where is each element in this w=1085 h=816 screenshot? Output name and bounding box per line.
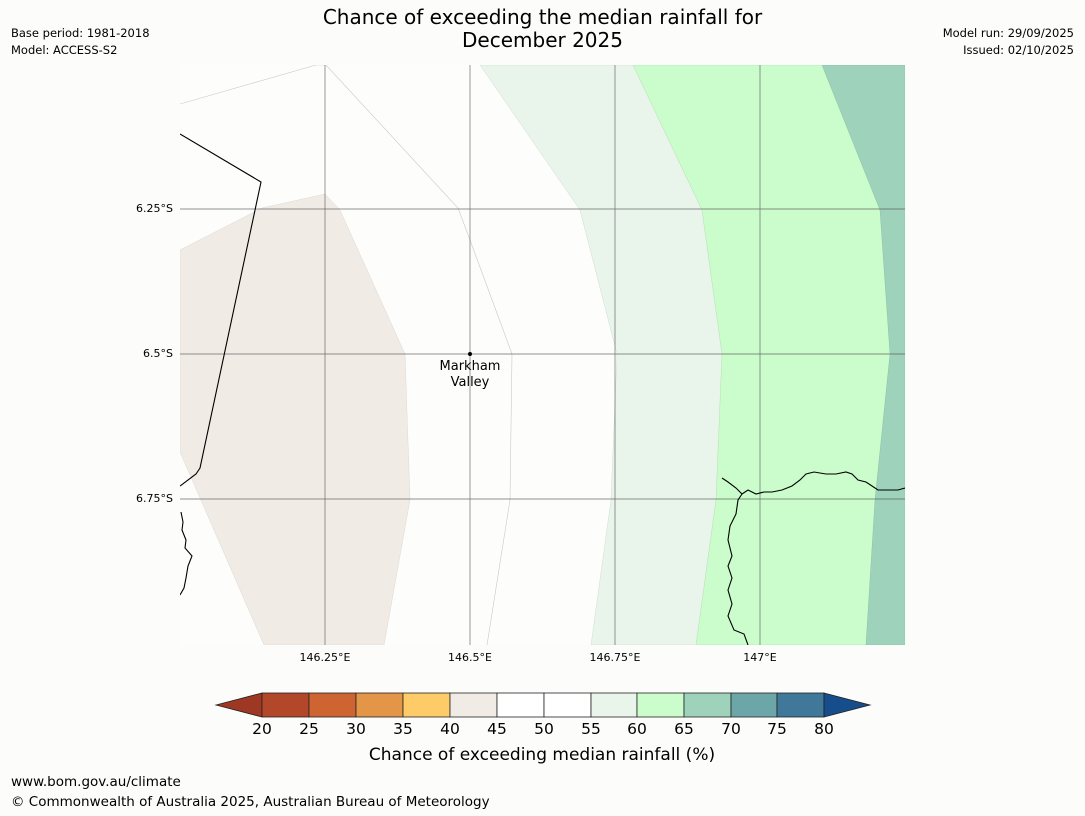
colorbar-seg-extend-high: [823, 692, 872, 718]
colorbar-tick: 20: [252, 720, 272, 738]
colorbar-seg-25-30: [308, 692, 357, 718]
lon-label-146-75e: 146.75°E: [589, 651, 641, 664]
colorbar-tick: 50: [534, 720, 554, 738]
colorbar-seg-55-60: [590, 692, 638, 718]
colorbar-tick: 45: [487, 720, 507, 738]
map-plot-area: [180, 65, 905, 645]
colorbar-tick: 65: [674, 720, 694, 738]
colorbar-seg-extend-low: [214, 692, 263, 718]
graticule: [180, 65, 905, 645]
border-line: [180, 133, 262, 487]
place-name-line-2: Valley: [450, 375, 490, 390]
lat-label-6-25s: 6.25°S: [136, 202, 173, 215]
colorbar-seg-65-70: [683, 692, 732, 718]
colorbar-seg-20-25: [261, 692, 310, 718]
river-line: [727, 493, 749, 645]
place-name-line-1: Markham: [439, 359, 501, 374]
lat-label-6-5s: 6.5°S: [143, 347, 173, 360]
base-period: Base period: 1981-2018: [11, 26, 150, 40]
coastline-east: [721, 471, 905, 495]
meta-right: Model run: 29/09/2025 Issued: 02/10/2025: [943, 25, 1074, 59]
colorbar-tick: 75: [767, 720, 787, 738]
colorbar-seg-60-65: [636, 692, 685, 718]
colorbar-seg-30-35: [355, 692, 404, 718]
map-title: Chance of exceeding the median rainfall …: [0, 6, 1085, 52]
title-line-2: December 2025: [462, 28, 623, 52]
colorbar-tick: 30: [346, 720, 366, 738]
colorbar-seg-40-45: [449, 692, 498, 718]
region-40-45: [180, 193, 411, 645]
lat-label-6-75s: 6.75°S: [136, 492, 173, 505]
lon-label-147e: 147°E: [743, 651, 777, 664]
region-65-70: [821, 65, 905, 645]
contour-line: [180, 65, 513, 645]
coastline-and-borders: [180, 133, 905, 645]
issued-date: Issued: 02/10/2025: [963, 43, 1074, 57]
model-run: Model run: 29/09/2025: [942, 26, 1074, 40]
lon-label-146-25e: 146.25°E: [299, 651, 351, 664]
footer-url[interactable]: www.bom.gov.au/climate: [11, 774, 181, 790]
meta-left: Base period: 1981-2018 Model: ACCESS-S2: [11, 25, 150, 59]
colorbar-tick: 55: [581, 720, 601, 738]
colorbar-seg-45-50: [496, 692, 545, 718]
footer-copyright: © Commonwealth of Australia 2025, Austra…: [11, 794, 490, 810]
colorbar-seg-35-40: [402, 692, 451, 718]
title-line-1: Chance of exceeding the median rainfall …: [322, 5, 763, 29]
place-marker: [468, 352, 472, 356]
region-60-65: [632, 65, 905, 645]
colorbar-tick: 80: [814, 720, 834, 738]
colorbar-tick: 35: [393, 720, 413, 738]
coastline-west: [180, 511, 193, 596]
colorbar: [214, 692, 872, 718]
colorbar-tick: 25: [299, 720, 319, 738]
colorbar-tick: 40: [440, 720, 460, 738]
colorbar-seg-50-55: [543, 692, 592, 718]
model-name: Model: ACCESS-S2: [11, 43, 118, 57]
colorbar-label: Chance of exceeding median rainfall (%): [368, 745, 716, 765]
colorbar-seg-70-75: [730, 692, 778, 718]
colorbar-tick: 70: [721, 720, 741, 738]
place-label-markham-valley: Markham Valley: [440, 359, 501, 391]
colorbar-seg-75-80: [776, 692, 825, 718]
lon-label-146-5e: 146.5°E: [448, 651, 492, 664]
colorbar-tick: 60: [627, 720, 647, 738]
